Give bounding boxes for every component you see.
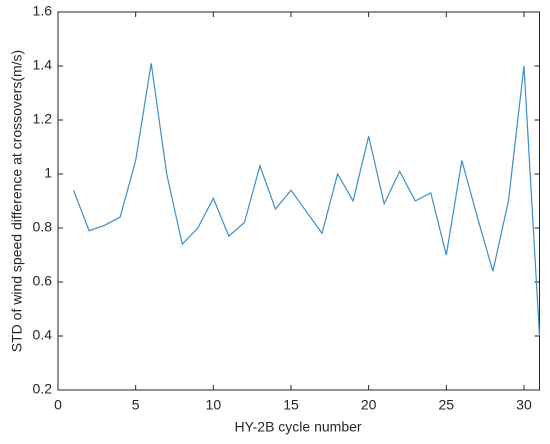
x-tick-label: 10	[206, 397, 222, 413]
x-tick-label: 20	[361, 397, 377, 413]
y-axis-label: STD of wind speed difference at crossove…	[9, 50, 25, 352]
y-tick-label: 0.4	[33, 327, 53, 343]
x-tick-label: 5	[132, 397, 140, 413]
x-tick-label: 30	[516, 397, 532, 413]
y-tick-label: 1.2	[33, 111, 53, 127]
x-tick-label: 25	[439, 397, 455, 413]
y-tick-label: 0.2	[33, 381, 53, 397]
y-tick-label: 0.8	[33, 219, 53, 235]
y-tick-label: 1.4	[33, 57, 53, 73]
x-axis-label: HY-2B cycle number	[234, 419, 361, 435]
data-line	[72, 63, 541, 337]
x-tick-label: 15	[283, 397, 299, 413]
y-tick-label: 1	[44, 165, 52, 181]
x-tick-label: 0	[54, 397, 62, 413]
y-tick-label: 1.6	[33, 3, 53, 19]
y-tick-label: 0.6	[33, 273, 53, 289]
